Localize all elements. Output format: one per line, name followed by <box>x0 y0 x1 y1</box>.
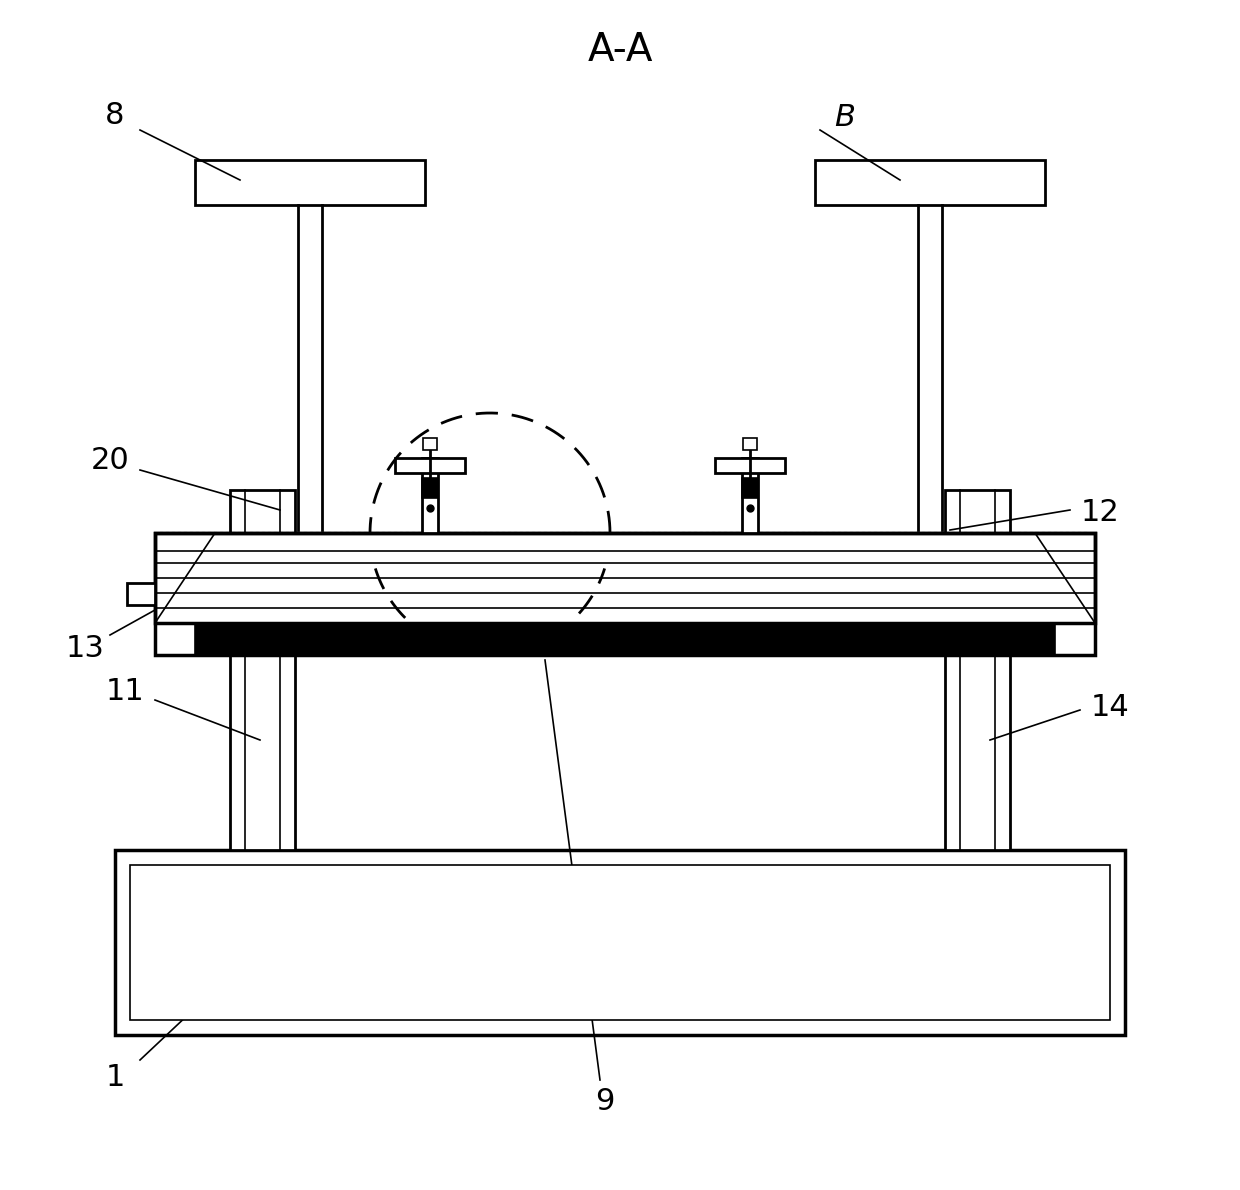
Text: 12: 12 <box>1080 497 1120 526</box>
Bar <box>115 850 1125 1035</box>
Bar <box>422 458 438 533</box>
Bar <box>742 458 758 533</box>
Bar <box>743 438 756 450</box>
Text: 13: 13 <box>66 633 104 663</box>
Text: 11: 11 <box>105 677 144 707</box>
Bar <box>155 533 1095 624</box>
Bar <box>229 490 295 850</box>
Bar <box>126 583 155 605</box>
Text: 20: 20 <box>91 445 129 475</box>
Text: A-A: A-A <box>588 31 652 69</box>
Bar <box>195 624 1055 655</box>
Bar <box>945 490 1011 850</box>
Text: 9: 9 <box>595 1088 615 1116</box>
Bar <box>195 159 425 205</box>
Text: B: B <box>835 102 856 132</box>
Text: 14: 14 <box>1091 694 1130 722</box>
Text: 8: 8 <box>105 100 125 130</box>
Bar <box>396 458 465 472</box>
Bar <box>422 478 438 497</box>
Bar <box>715 458 785 472</box>
Bar <box>155 533 1095 654</box>
Bar <box>130 865 1110 1020</box>
Bar <box>423 438 436 450</box>
Bar <box>742 478 758 497</box>
Text: 1: 1 <box>105 1064 125 1092</box>
Bar <box>815 159 1045 205</box>
